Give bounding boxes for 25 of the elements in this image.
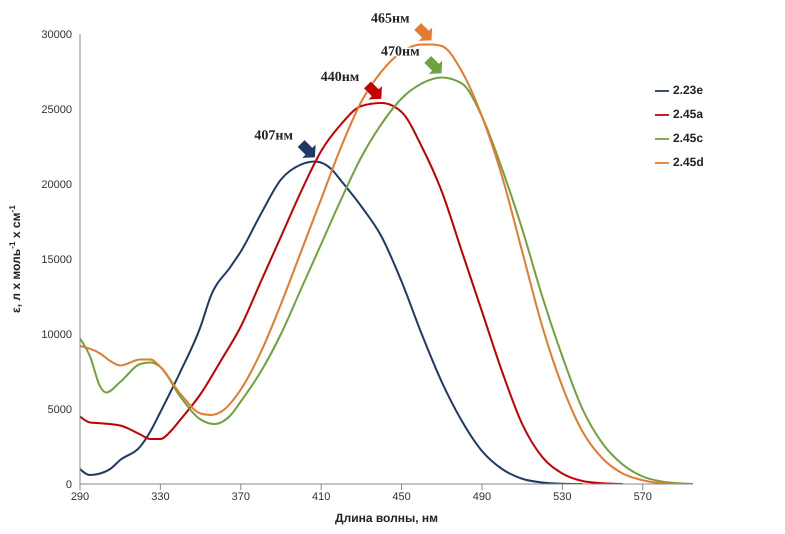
x-axis-title: Длина волны, нм <box>335 511 438 525</box>
legend-label: 2.45d <box>673 155 704 169</box>
x-tick-label: 570 <box>634 490 652 503</box>
x-tick-label: 410 <box>312 490 330 503</box>
x-tick-label: 450 <box>392 490 411 503</box>
x-tick-label: 490 <box>472 490 492 503</box>
y-tick-label: 15000 <box>41 254 72 266</box>
annotation: 407нм <box>254 128 294 144</box>
legend-label: 2.45c <box>673 131 704 145</box>
annotation: 465нм <box>370 11 410 26</box>
y-tick-label: 10000 <box>41 328 72 341</box>
x-tick-label: 370 <box>232 490 250 503</box>
y-tick-label: 5000 <box>48 404 72 416</box>
y-tick-label: 20000 <box>41 178 72 191</box>
x-tick-label: 530 <box>553 490 572 503</box>
line-series <box>80 102 624 484</box>
annotation: 440нм <box>320 70 360 85</box>
y-tick-label: 0 <box>66 478 72 491</box>
y-tick-label: 25000 <box>41 104 72 116</box>
y-tick-label: 30000 <box>41 28 72 41</box>
x-tick-label: 330 <box>151 490 170 503</box>
line-series <box>80 160 584 484</box>
legend-label: 2.23e <box>673 83 704 97</box>
x-tick-label: 290 <box>70 490 90 503</box>
legend-label: 2.45a <box>673 107 704 121</box>
